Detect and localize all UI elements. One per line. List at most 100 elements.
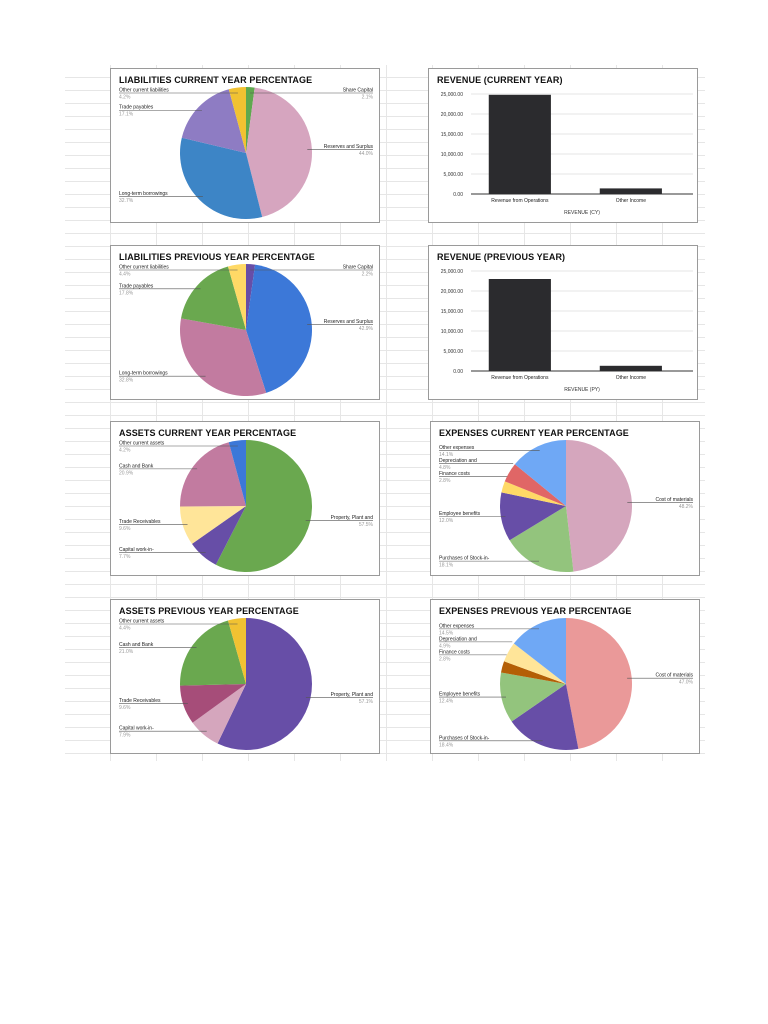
slice-label: Other expenses [439,445,475,451]
bar [599,188,662,194]
slice-label: Employee benefits [439,511,481,517]
pie-slice [181,89,246,153]
slice-percent: 47.0% [679,680,694,686]
chart-title: ASSETS PREVIOUS YEAR PERCENTAGE [119,606,299,616]
slice-percent: 32.8% [119,378,134,384]
slice-percent: 2.8% [439,656,451,662]
chart-title: EXPENSES CURRENT YEAR PERCENTAGE [439,428,629,438]
slice-label: Other current liabilities [119,265,169,271]
slice-percent: 9.6% [119,526,131,532]
slice-percent: 44.0% [359,151,374,157]
pie-slice [180,684,246,723]
x-axis-label: REVENUE (PY) [564,387,600,393]
slice-label: Finance costs [439,649,470,655]
bar [488,94,551,194]
pie-slice [504,643,566,684]
slice-percent: 9.6% [119,705,131,711]
pie-slice [509,506,574,572]
y-tick-label: 25,000.00 [441,269,463,275]
pie-slice [180,506,246,544]
slice-label: Depreciation and [439,636,477,642]
pie-slice [191,506,246,565]
chart-expenses-previous-year[interactable]: EXPENSES PREVIOUS YEAR PERCENTAGE Other e… [430,599,700,754]
slice-percent: 14.1% [439,452,454,458]
chart-revenue-current-year[interactable]: REVENUE (CURRENT YEAR) 0.00 5,000.00 10,000… [428,68,698,223]
y-tick-label: 0.00 [453,192,463,198]
pie-slice [215,440,312,572]
chart-assets-current-year[interactable]: ASSETS CURRENT YEAR PERCENTAGE Other curr… [110,421,380,576]
pie-slice [180,442,246,507]
chart-revenue-previous-year[interactable]: REVENUE (PREVIOUS YEAR) 0.00 5,000.00 10,00… [428,245,698,400]
bar [599,365,662,371]
slice-label: Cost of materials [655,497,693,503]
chart-title: LIABILITIES PREVIOUS YEAR PERCENTAGE [119,252,315,262]
chart-expenses-current-year[interactable]: EXPENSES CURRENT YEAR PERCENTAGE Other ex… [430,421,700,576]
x-tick-label: Other Income [616,198,647,204]
chart-title: ASSETS CURRENT YEAR PERCENTAGE [119,428,297,438]
slice-label: Share Capital [343,88,373,94]
slice-percent: 2.1% [362,95,374,101]
chart-title: LIABILITIES CURRENT YEAR PERCENTAGE [119,75,313,85]
slice-percent: 4.9% [439,643,451,649]
slice-percent: 2.2% [362,272,374,278]
pie-slice [246,87,255,153]
y-tick-label: 5,000.00 [444,172,464,178]
slice-label: Depreciation and [439,458,477,464]
chart-title: REVENUE (PREVIOUS YEAR) [437,252,566,262]
pie-slice [501,481,566,506]
slice-percent: 57.5% [359,522,374,528]
slice-percent: 4.2% [119,95,131,101]
pie-slice [228,87,246,153]
slice-label: Trade payables [119,283,154,289]
pie-slice [228,440,246,506]
slice-label: Other current liabilities [119,88,169,94]
y-tick-label: 10,000.00 [441,152,463,158]
slice-percent: 17.8% [119,290,134,296]
slice-label: Other current assets [119,619,165,625]
slice-percent: 7.7% [119,554,131,560]
slice-label: Long-term borrowings [119,191,168,197]
y-tick-label: 15,000.00 [441,132,463,138]
y-tick-label: 20,000.00 [441,289,463,295]
pie-slice [217,618,312,750]
slice-label: Reserves and Surplus [324,144,374,150]
y-tick-label: 10,000.00 [441,329,463,335]
slice-percent: 14.5% [439,630,454,636]
slice-percent: 12.0% [439,518,454,524]
bar [488,279,551,371]
slice-label: Cost of materials [655,673,693,679]
slice-label: Purchases of Stock-in- [439,556,490,562]
slice-label: Capital work-in- [119,726,154,732]
x-tick-label: Revenue from Operations [491,375,549,381]
chart-svg: 0.00 5,000.00 10,000.00 15,000.00 20,000.00 2… [441,269,693,393]
slice-percent: 4.4% [119,626,131,632]
pie-slice [228,264,246,330]
slice-percent: 57.1% [359,699,374,705]
pie-slice [180,318,267,396]
pie-slice [181,266,246,330]
chart-svg: 0.00 5,000.00 10,000.00 15,000.00 20,000.00 2… [441,92,693,216]
y-tick-label: 15,000.00 [441,309,463,315]
slice-percent: 20.9% [119,470,134,476]
chart-liabilities-current-year[interactable]: LIABILITIES CURRENT YEAR PERCENTAGE Other… [110,68,380,223]
slice-percent: 4.8% [439,465,451,471]
pie-slice [180,620,246,686]
slice-percent: 18.4% [439,742,454,748]
slice-percent: 7.9% [119,733,131,739]
x-tick-label: Other Income [616,375,647,381]
slice-percent: 42.9% [359,326,374,332]
chart-assets-previous-year[interactable]: ASSETS PREVIOUS YEAR PERCENTAGE Other cur… [110,599,380,754]
y-tick-label: 0.00 [453,369,463,375]
slice-label: Property, Plant and [331,515,374,521]
pie-slice [501,661,566,684]
pie-slice [566,618,633,749]
slice-percent: 18.1% [439,563,454,569]
slice-label: Cash and Bank [119,463,154,469]
pie-slice [504,464,566,506]
chart-liabilities-previous-year[interactable]: LIABILITIES PREVIOUS YEAR PERCENTAGE Othe… [110,245,380,400]
slice-percent: 2.8% [439,478,451,484]
